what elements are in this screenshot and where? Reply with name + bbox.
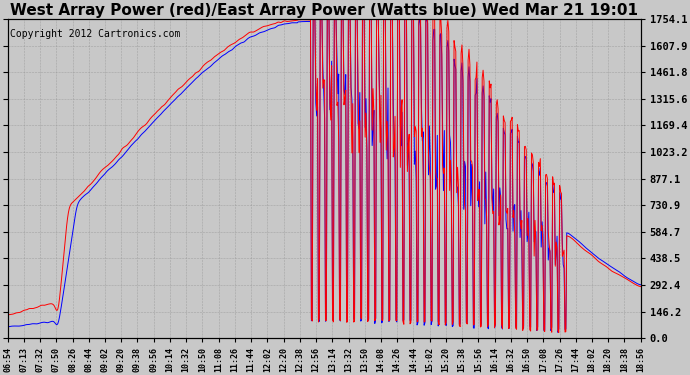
Text: Copyright 2012 Cartronics.com: Copyright 2012 Cartronics.com xyxy=(10,28,180,39)
Title: West Array Power (red)/East Array Power (Watts blue) Wed Mar 21 19:01: West Array Power (red)/East Array Power … xyxy=(10,3,638,18)
